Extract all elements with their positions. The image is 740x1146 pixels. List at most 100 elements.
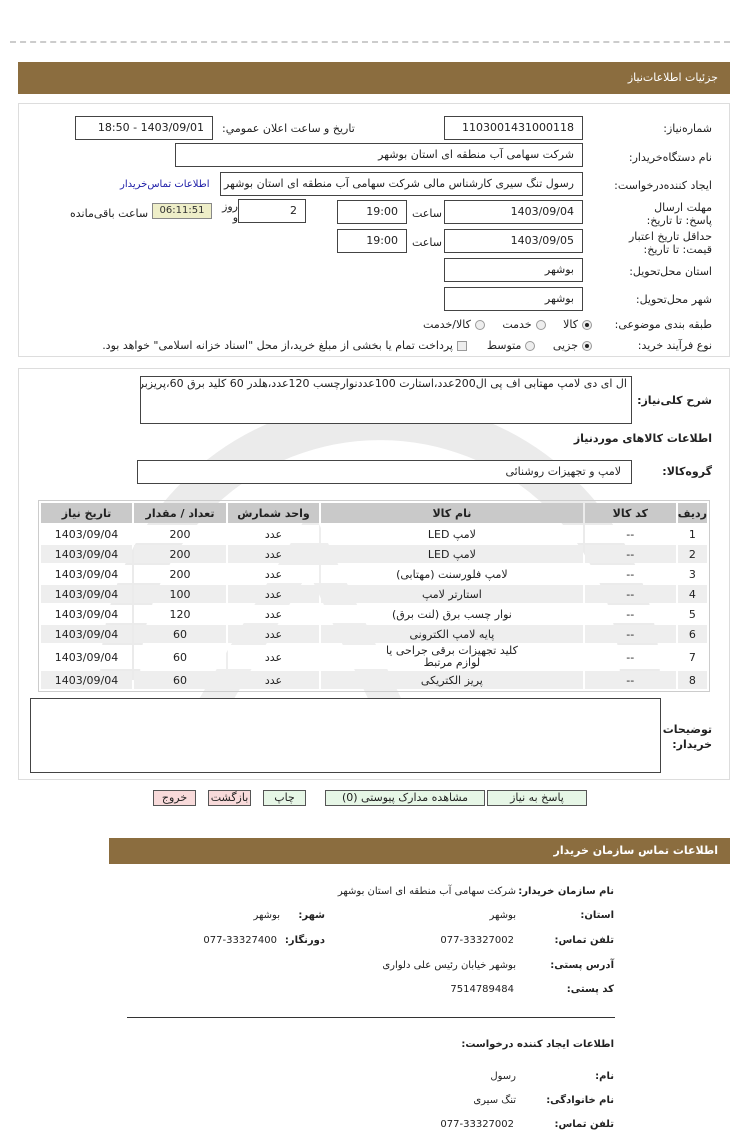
radio-goods-service-label: کالا/خدمت	[423, 318, 471, 331]
treasury-option[interactable]: پرداخت تمام یا بخشی از مبلغ خرید،از محل …	[102, 339, 467, 352]
goods-section-title: اطلاعات کالاهای موردنیاز	[573, 432, 712, 445]
purchase-radio-group: جزیی متوسط	[487, 339, 592, 352]
purchase-type-label: نوع فرآیند خرید:	[637, 339, 712, 352]
col-date: تاریخ نیاز	[41, 503, 132, 523]
province-contact-label: استان:	[580, 910, 614, 921]
cell-code: --	[584, 625, 676, 643]
cell-unit: عدد	[228, 605, 319, 623]
attachments-button[interactable]: مشاهده مدارک پیوستی (0)	[325, 790, 485, 806]
radio-service-label: خدمت	[502, 318, 532, 331]
validity-time-label: ساعت	[412, 236, 442, 249]
cell-code: --	[584, 671, 676, 689]
validity-date-field: 1403/09/05	[444, 229, 583, 253]
cell-row: 5	[677, 605, 707, 623]
cell-unit: عدد	[228, 525, 319, 543]
cell-name: لامپ فلورسنت (مهتابی)	[321, 565, 583, 583]
fax-value: 077-33327400	[203, 935, 277, 946]
address-label: آدرس پستی:	[550, 960, 614, 971]
group-label: گروه‌کالا:	[662, 465, 712, 478]
radio-goods[interactable]: کالا	[563, 318, 592, 331]
cell-qty: 120	[134, 605, 226, 623]
radio-medium-icon[interactable]	[525, 341, 536, 351]
creator-field: رسول تنگ سیری کارشناس مالی شرکت سهامی آب…	[220, 172, 583, 196]
name-label: نام:	[595, 1071, 614, 1082]
col-unit: واحد شمارش	[228, 503, 319, 523]
province-contact-value: بوشهر	[489, 910, 516, 921]
buyer-label: نام دستگاه‌خریدار:	[628, 151, 712, 164]
cell-unit: عدد	[228, 565, 319, 583]
cell-qty: 60	[134, 645, 226, 669]
reply-button[interactable]: پاسخ به نیاز	[487, 790, 587, 806]
deadline-date-field: 1403/09/04	[444, 200, 583, 224]
province-field: بوشهر	[444, 258, 583, 282]
need-number-label: شماره‌نیاز:	[663, 122, 712, 135]
table-row: 3 -- لامپ فلورسنت (مهتابی) عدد 200 1403/09/04	[41, 565, 707, 583]
radio-medium-label: متوسط	[486, 339, 522, 352]
details-panel	[18, 368, 730, 780]
description-label: شرح کلی‌نیاز:	[637, 394, 712, 407]
need-info-panel	[18, 103, 730, 357]
buyer-contact-link[interactable]: اطلاعات تماس‌خریدار	[120, 179, 210, 190]
table-row: 7 -- کلید تجهیزات برقی جراحی یا لوازم مرتب…	[41, 645, 707, 669]
cell-code: --	[584, 525, 676, 543]
radio-minor-icon[interactable]	[582, 341, 592, 351]
exit-button[interactable]: خروج	[153, 790, 196, 806]
radio-goods-service[interactable]: کالا/خدمت	[423, 318, 485, 331]
cell-name: لامپ LED	[321, 525, 583, 543]
fax-label: دورنگار:	[284, 935, 325, 946]
name-value: رسول	[490, 1071, 516, 1082]
validity-time-field: 19:00	[337, 229, 407, 253]
table-header-row: ردیف کد کالا نام کالا واحد شمارش تعداد /…	[41, 503, 707, 523]
cell-row: 6	[677, 625, 707, 643]
creator-phone-value: 077-33327002	[440, 1119, 514, 1130]
org-label: نام سازمان خریدار:	[518, 886, 614, 897]
cell-name: استارتر لامپ	[321, 585, 583, 603]
creator-label: ایجاد کننده‌درخواست:	[614, 179, 712, 192]
need-number-field: 1103001431000118	[444, 116, 583, 140]
cell-qty: 200	[134, 565, 226, 583]
phone-label: تلفن تماس:	[554, 935, 614, 946]
cell-row: 4	[677, 585, 707, 603]
cell-unit: عدد	[228, 671, 319, 689]
address-value: بوشهر خیابان رئیس علی دلواری	[382, 960, 516, 971]
cell-date: 1403/09/04	[41, 545, 132, 563]
radio-medium[interactable]: متوسط	[487, 339, 536, 352]
cell-qty: 60	[134, 671, 226, 689]
cell-code: --	[584, 545, 676, 563]
deadline-label: مهلت ارسال پاسخ: تا تاریخ:	[646, 201, 712, 227]
postal-value: 7514789484	[450, 984, 514, 995]
print-button[interactable]: چاپ	[263, 790, 306, 806]
deadline-time-label: ساعت	[412, 207, 442, 220]
radio-service[interactable]: خدمت	[502, 318, 546, 331]
cell-name: پایه لامپ الکترونی	[321, 625, 583, 643]
treasury-checkbox[interactable]	[457, 341, 467, 351]
deadline-time-field: 19:00	[337, 200, 407, 224]
city-label: شهر محل‌تحویل:	[635, 293, 712, 306]
col-name: نام کالا	[321, 503, 583, 523]
city-contact-value: بوشهر	[253, 910, 280, 921]
category-radio-group: کالا خدمت کالا/خدمت	[423, 318, 592, 331]
creator-phone-label: تلفن تماس:	[554, 1119, 614, 1130]
city-contact-label: شهر:	[298, 910, 325, 921]
cell-qty: 60	[134, 625, 226, 643]
buyer-field: شرکت سهامی آب منطقه ای استان بوشهر	[175, 143, 583, 167]
radio-goods-service-icon[interactable]	[474, 320, 485, 330]
group-field: لامپ و تجهیزات روشنائی	[137, 460, 632, 484]
cell-name: لامپ LED	[321, 545, 583, 563]
col-row: ردیف	[677, 503, 707, 523]
cell-unit: عدد	[228, 585, 319, 603]
top-divider	[10, 41, 730, 43]
contact-header: اطلاعات تماس سازمان خریدار	[109, 838, 730, 864]
cell-unit: عدد	[228, 645, 319, 669]
creator-info-title: اطلاعات ایجاد کننده درخواست:	[461, 1039, 614, 1050]
cell-name: پریز الکتریکی	[321, 671, 583, 689]
radio-goods-icon[interactable]	[582, 320, 592, 330]
phone-value: 077-33327002	[440, 935, 514, 946]
back-button[interactable]: بازگشت	[208, 790, 251, 806]
cell-date: 1403/09/04	[41, 625, 132, 643]
treasury-note: پرداخت تمام یا بخشی از مبلغ خرید،از محل …	[102, 339, 453, 352]
cell-unit: عدد	[228, 545, 319, 563]
radio-minor[interactable]: جزیی	[553, 339, 592, 352]
radio-service-icon[interactable]	[535, 320, 546, 330]
cell-unit: عدد	[228, 625, 319, 643]
